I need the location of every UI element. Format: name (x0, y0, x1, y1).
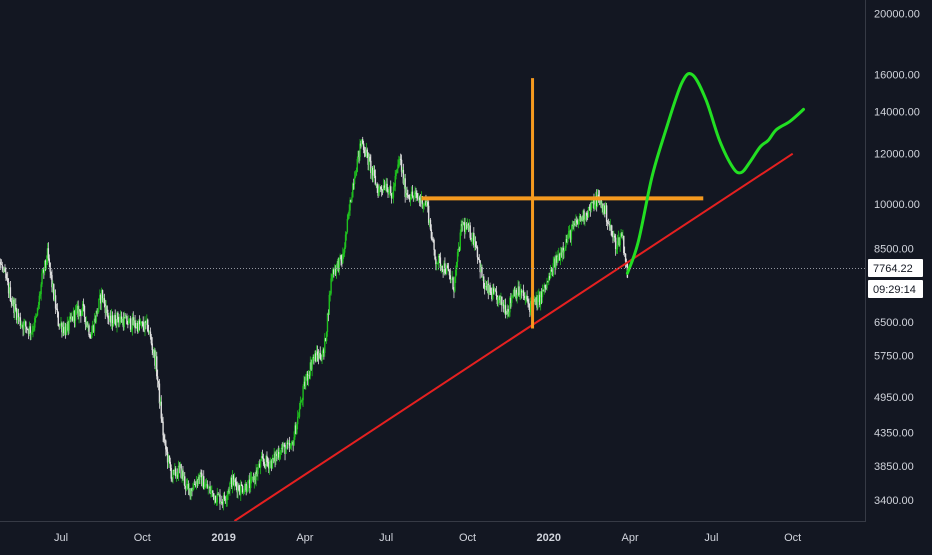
candle (215, 495, 216, 503)
price-tick-label: 16000.00 (874, 70, 920, 82)
bar-countdown-value: 09:29:14 (873, 284, 916, 296)
candle (147, 318, 148, 332)
time-tick-label: Oct (134, 532, 151, 544)
candle (460, 230, 461, 251)
price-tick-label: 3400.00 (874, 495, 914, 507)
candle (352, 182, 353, 197)
candle (296, 424, 297, 435)
candle (88, 323, 89, 337)
bar-countdown-label: 09:29:14 (868, 280, 923, 298)
time-tick-label: Apr (622, 532, 639, 544)
time-tick-label: Oct (784, 532, 801, 544)
candle (430, 218, 431, 231)
candle (452, 276, 453, 289)
candle (97, 308, 98, 314)
time-tick-label: Oct (459, 532, 476, 544)
candle (247, 480, 248, 491)
price-tick-label: 20000.00 (874, 8, 920, 20)
price-tick-label: 8500.00 (874, 243, 914, 255)
time-tick-label: 2019 (211, 532, 235, 544)
candle (454, 277, 455, 293)
candle (623, 235, 624, 255)
time-tick-label: Jul (54, 532, 68, 544)
time-tick-label: Apr (296, 532, 313, 544)
price-tick-label: 14000.00 (874, 106, 920, 118)
price-tick-label: 3850.00 (874, 461, 914, 473)
candle (37, 308, 38, 317)
price-tick-label: 4950.00 (874, 392, 914, 404)
candle (58, 311, 59, 326)
time-tick-label: 2020 (537, 532, 561, 544)
price-tick-label: 6500.00 (874, 317, 914, 329)
time-tick-label: Jul (704, 532, 718, 544)
candle (588, 207, 589, 218)
price-tick-label: 12000.00 (874, 149, 920, 161)
price-tick-label: 10000.00 (874, 199, 920, 211)
candle (434, 249, 435, 260)
last-price-label: 7764.22 (868, 259, 923, 277)
time-tick-label: Jul (379, 532, 393, 544)
price-tick-label: 4350.00 (874, 427, 914, 439)
price-tick-label: 5750.00 (874, 351, 914, 363)
last-price-value: 7764.22 (873, 263, 913, 275)
